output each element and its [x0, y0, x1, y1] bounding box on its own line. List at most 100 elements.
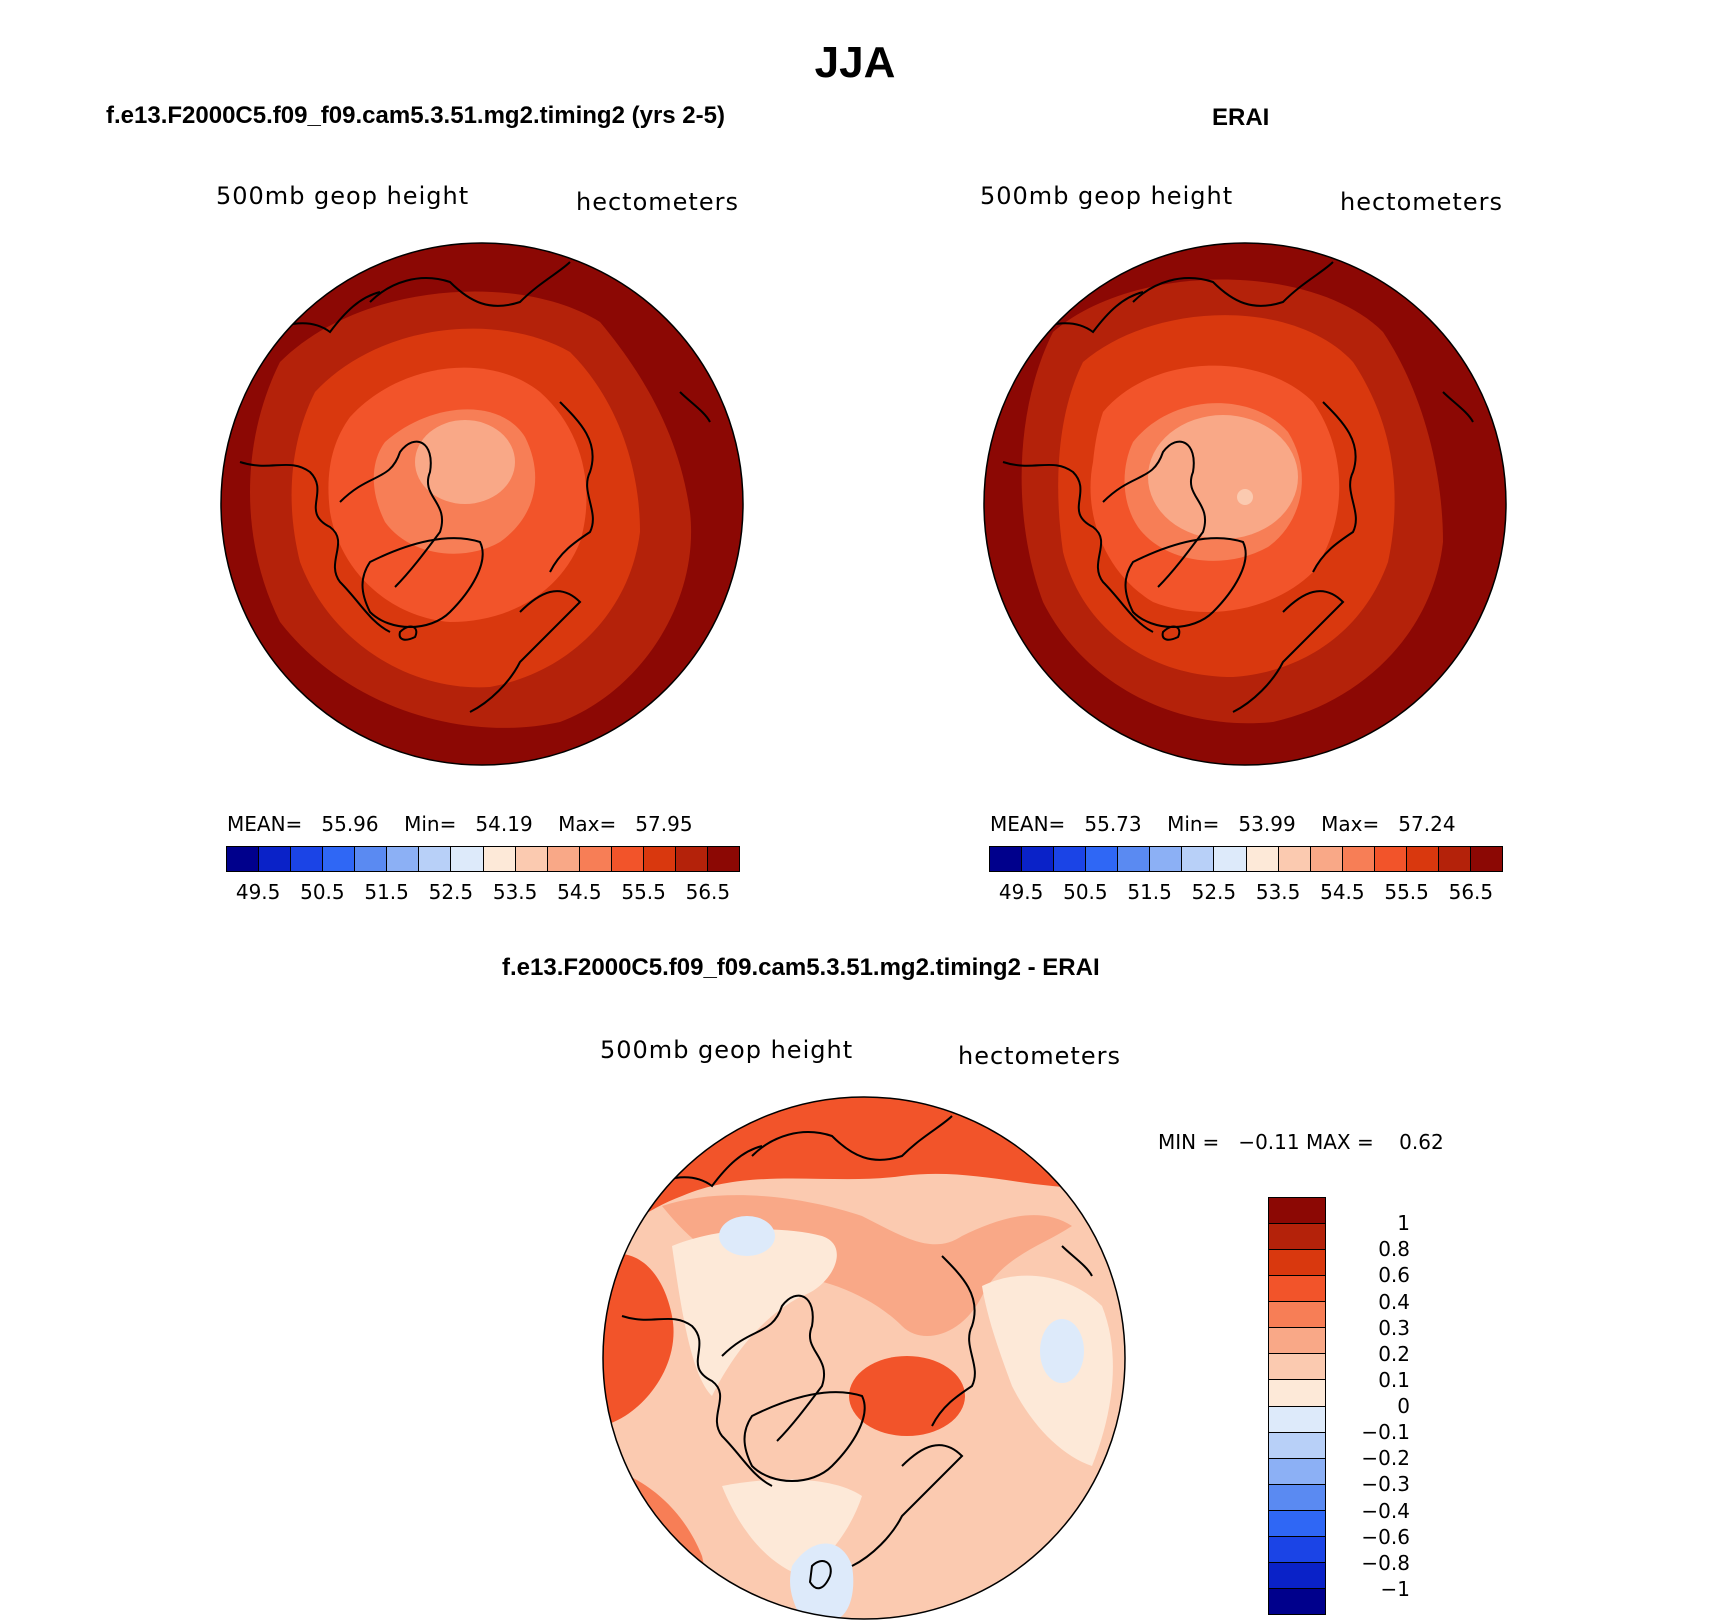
- diff-min-label: MIN =: [1158, 1130, 1219, 1154]
- diff-fill-neg-east: [1040, 1319, 1084, 1383]
- obs-mean-value: 55.73: [1084, 812, 1141, 836]
- colorbar-swatch: [548, 847, 580, 871]
- obs-units-label: hectometers: [1340, 188, 1503, 216]
- colorbar-tick-label: 56.5: [1449, 880, 1494, 904]
- colorbar-swatch: [1375, 847, 1407, 871]
- model-min-label: Min=: [404, 812, 456, 836]
- colorbar-tick-label: 54.5: [557, 880, 602, 904]
- colorbar-swatch: [1150, 847, 1182, 871]
- colorbar-swatch: [1269, 1328, 1325, 1354]
- contour-fill-54: [1148, 415, 1298, 539]
- colorbar-tick-label: 0.3: [1378, 1316, 1410, 1340]
- model-panel-title: f.e13.F2000C5.f09_f09.cam5.3.51.mg2.timi…: [106, 102, 725, 130]
- colorbar-swatch: [1269, 1380, 1325, 1406]
- colorbar-tick-label: −0.3: [1361, 1472, 1410, 1496]
- diff-max-label: MAX =: [1306, 1130, 1374, 1154]
- diff-fill-0-6-center: [849, 1356, 965, 1436]
- colorbar-swatch: [1269, 1276, 1325, 1302]
- colorbar-tick-label: 49.5: [236, 880, 281, 904]
- colorbar-swatch: [1407, 847, 1439, 871]
- colorbar-swatch: [990, 847, 1022, 871]
- model-variable-label: 500mb geop height: [216, 182, 469, 210]
- model-max-value: 57.95: [635, 812, 692, 836]
- colorbar-swatch: [1311, 847, 1343, 871]
- colorbar-tick-label: −0.1: [1361, 1420, 1410, 1444]
- colorbar-tick-label: 52.5: [1192, 880, 1237, 904]
- colorbar-swatch: [291, 847, 323, 871]
- obs-variable-label: 500mb geop height: [980, 182, 1233, 210]
- colorbar-swatch: [516, 847, 548, 871]
- colorbar-tick-label: 0: [1397, 1394, 1410, 1418]
- model-units-label: hectometers: [576, 188, 739, 216]
- colorbar-swatch: [1118, 847, 1150, 871]
- colorbar-tick-label: 54.5: [1320, 880, 1365, 904]
- colorbar-tick-label: 56.5: [686, 880, 731, 904]
- colorbar-tick-label: 1: [1397, 1211, 1410, 1235]
- colorbar-tick-label: 55.5: [1384, 880, 1429, 904]
- colorbar-tick-label: −0.8: [1361, 1551, 1410, 1575]
- model-polar-map: [220, 242, 744, 766]
- colorbar-tick-label: 0.4: [1378, 1290, 1410, 1314]
- colorbar-tick-label: 0.8: [1378, 1237, 1410, 1261]
- colorbar-tick-label: 49.5: [999, 880, 1044, 904]
- colorbar-tick-label: −0.2: [1361, 1446, 1410, 1470]
- model-mean-label: MEAN=: [227, 812, 302, 836]
- contour-fill-53-5: [1237, 489, 1253, 505]
- colorbar-swatch: [1269, 1459, 1325, 1485]
- colorbar-swatch: [1269, 1563, 1325, 1589]
- colorbar-swatch: [1269, 1407, 1325, 1433]
- colorbar-tick-label: −0.6: [1361, 1525, 1410, 1549]
- colorbar-swatch: [708, 847, 739, 871]
- colorbar-swatch: [644, 847, 676, 871]
- diff-stats: MIN = −0.11 MAX = 0.62: [1158, 1130, 1444, 1154]
- obs-stats: MEAN= 55.73 Min= 53.99 Max= 57.24: [990, 812, 1456, 836]
- diff-polar-map: [602, 1096, 1126, 1620]
- model-stats: MEAN= 55.96 Min= 54.19 Max= 57.95: [227, 812, 693, 836]
- colorbar-swatch: [355, 847, 387, 871]
- colorbar-tick-label: 0.1: [1378, 1368, 1410, 1392]
- diff-max-value: 0.62: [1399, 1130, 1444, 1154]
- colorbar-swatch: [612, 847, 644, 871]
- model-colorbar: [226, 846, 740, 872]
- colorbar-swatch: [227, 847, 259, 871]
- colorbar-swatch: [259, 847, 291, 871]
- colorbar-swatch: [1269, 1511, 1325, 1537]
- colorbar-tick-label: −1: [1381, 1577, 1410, 1601]
- colorbar-tick-label: 0.2: [1378, 1342, 1410, 1366]
- colorbar-swatch: [1054, 847, 1086, 871]
- colorbar-tick-label: 0.6: [1378, 1263, 1410, 1287]
- diff-units-label: hectometers: [958, 1042, 1121, 1070]
- obs-mean-label: MEAN=: [990, 812, 1065, 836]
- obs-max-label: Max=: [1321, 812, 1379, 836]
- colorbar-swatch: [1269, 1302, 1325, 1328]
- obs-polar-map: [983, 242, 1507, 766]
- colorbar-tick-label: 51.5: [364, 880, 409, 904]
- colorbar-swatch: [1269, 1433, 1325, 1459]
- obs-min-value: 53.99: [1238, 812, 1295, 836]
- diff-variable-label: 500mb geop height: [600, 1036, 853, 1064]
- colorbar-swatch: [387, 847, 419, 871]
- colorbar-tick-label: 52.5: [429, 880, 474, 904]
- model-max-label: Max=: [558, 812, 616, 836]
- colorbar-swatch: [1269, 1198, 1325, 1224]
- colorbar-swatch: [1471, 847, 1502, 871]
- colorbar-swatch: [323, 847, 355, 871]
- obs-panel-title: ERAI: [1212, 104, 1269, 132]
- colorbar-tick-label: 55.5: [621, 880, 666, 904]
- figure-title: JJA: [0, 38, 1710, 88]
- colorbar-swatch: [676, 847, 708, 871]
- colorbar-tick-label: 53.5: [493, 880, 538, 904]
- obs-min-label: Min=: [1167, 812, 1219, 836]
- colorbar-tick-label: 53.5: [1256, 880, 1301, 904]
- colorbar-swatch: [1269, 1250, 1325, 1276]
- colorbar-swatch: [580, 847, 612, 871]
- colorbar-tick-label: 51.5: [1127, 880, 1172, 904]
- colorbar-swatch: [1269, 1537, 1325, 1563]
- colorbar-swatch: [1022, 847, 1054, 871]
- model-min-value: 54.19: [475, 812, 532, 836]
- obs-max-value: 57.24: [1398, 812, 1455, 836]
- colorbar-swatch: [1343, 847, 1375, 871]
